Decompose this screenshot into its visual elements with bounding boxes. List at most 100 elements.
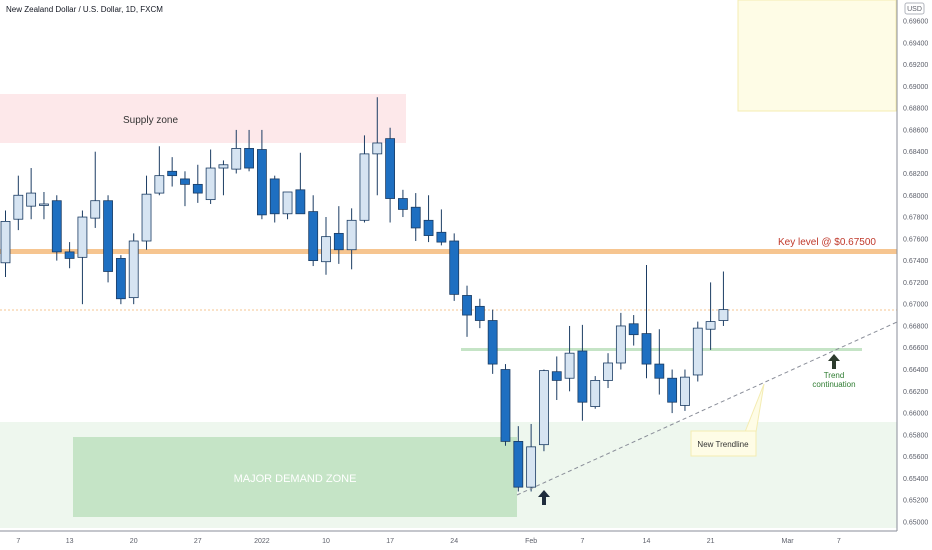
candle-body-bullish xyxy=(718,309,729,321)
price-tick-label: 0.65400 xyxy=(903,476,928,483)
new-trendline-callout xyxy=(690,430,757,457)
candle-body-bearish xyxy=(244,148,254,169)
candle-body-bullish xyxy=(218,164,229,169)
time-tick-label: Feb xyxy=(525,538,537,545)
price-tick-label: 0.66000 xyxy=(903,411,928,418)
candle-body-bullish xyxy=(13,194,24,220)
candle-body-bearish xyxy=(577,350,588,403)
candle-body-bullish xyxy=(205,167,216,201)
candle-body-bullish xyxy=(282,191,293,215)
candle-body-bearish xyxy=(180,178,190,185)
time-tick-label: 20 xyxy=(130,538,138,545)
candle-body-bearish xyxy=(654,363,665,379)
candle-body-bullish xyxy=(39,203,49,206)
candle-body-bearish xyxy=(308,211,319,262)
candle-body-bullish xyxy=(526,446,537,488)
up-arrow-icon xyxy=(538,490,550,505)
candle-body-bearish xyxy=(462,295,472,316)
candle-body-bullish xyxy=(564,352,575,379)
price-tick-label: 0.65800 xyxy=(903,432,928,439)
candle-body-bullish xyxy=(692,327,703,376)
price-tick-label: 0.67200 xyxy=(903,280,928,287)
price-tick-label: 0.69000 xyxy=(903,84,928,91)
candle-body-bearish xyxy=(192,183,203,194)
time-tick-label: 7 xyxy=(580,538,584,545)
time-tick-label: 2022 xyxy=(254,538,270,545)
candle-body-bearish xyxy=(423,219,434,236)
candle-body-bearish xyxy=(410,206,421,229)
candle-body-bearish xyxy=(398,198,408,210)
time-axis-ticks: 7 13 20 27 2022 10 17 24 Feb 7 14 21 Mar 7 xyxy=(16,538,840,545)
chart-title: New Zealand Dollar / U.S. Dollar, 1D, FX… xyxy=(6,5,163,14)
candle-body-bullish xyxy=(539,370,549,446)
candle-body-bullish xyxy=(321,236,331,263)
trend-continuation-label-line2: continuation xyxy=(812,380,855,389)
price-tick-label: 0.66400 xyxy=(903,367,928,374)
candle-body-bullish xyxy=(90,200,101,219)
candle-body-bearish xyxy=(64,251,75,259)
candle-body-bullish xyxy=(0,220,11,264)
currency-badge-label: USD xyxy=(907,6,922,13)
green-level-line xyxy=(461,348,862,351)
candle-body-bullish xyxy=(26,192,37,207)
candle-body-bullish xyxy=(680,376,690,406)
price-tick-label: 0.68000 xyxy=(903,193,928,200)
candle-body-bullish xyxy=(705,321,716,330)
candle-body-bearish xyxy=(500,369,511,442)
candles-group xyxy=(0,97,729,492)
price-tick-label: 0.67400 xyxy=(903,258,928,265)
price-tick-label: 0.68600 xyxy=(903,127,928,134)
price-tick-label: 0.65000 xyxy=(903,520,928,527)
candle-body-bearish xyxy=(641,333,652,365)
candle-body-bearish xyxy=(269,178,280,215)
major-demand-zone-label: MAJOR DEMAND ZONE xyxy=(234,473,357,485)
time-tick-label: 27 xyxy=(194,538,202,545)
key-level-line xyxy=(0,249,897,254)
supply-zone-area xyxy=(0,94,406,143)
candle-body-bullish xyxy=(128,240,139,299)
time-tick-label: 10 xyxy=(322,538,330,545)
candle-body-bearish xyxy=(628,323,639,336)
candle-body-bullish xyxy=(372,142,383,155)
note-box xyxy=(737,0,897,112)
price-tick-label: 0.68400 xyxy=(903,149,928,156)
price-tick-label: 0.65200 xyxy=(903,498,928,505)
price-tick-label: 0.68800 xyxy=(903,106,928,113)
time-tick-label: 21 xyxy=(707,538,715,545)
candle-body-bullish xyxy=(590,380,601,407)
candle-body-bearish xyxy=(667,377,678,403)
price-tick-label: 0.69400 xyxy=(903,40,928,47)
candle-body-bearish xyxy=(295,189,306,215)
trend-continuation-arrow-icon xyxy=(828,354,840,369)
candle-body-bearish xyxy=(551,371,562,381)
candle-body-bullish xyxy=(359,153,370,221)
candle-body-bearish xyxy=(436,231,447,243)
candle-body-bearish xyxy=(449,240,460,295)
price-axis-ticks: 0.69600 0.69400 0.69200 0.69000 0.68800 0.686… xyxy=(903,19,928,527)
price-tick-label: 0.66200 xyxy=(903,389,928,396)
candle-body-bullish xyxy=(231,148,242,170)
supply-zone-label: Supply zone xyxy=(123,115,178,126)
candle-body-bullish xyxy=(615,325,626,364)
candle-body-bearish xyxy=(513,441,524,488)
candle-body-bearish xyxy=(333,232,344,251)
currency-badge xyxy=(904,2,925,15)
candle-body-bullish xyxy=(346,219,357,251)
price-tick-label: 0.66600 xyxy=(903,345,928,352)
candle-body-bullish xyxy=(141,193,152,242)
time-tick-label: 13 xyxy=(66,538,74,545)
price-tick-label: 0.69200 xyxy=(903,62,928,69)
price-tick-label: 0.65600 xyxy=(903,454,928,461)
candle-body-bullish xyxy=(77,216,88,258)
key-level-label: Key level @ $0.67500 xyxy=(778,237,876,248)
price-axis xyxy=(897,0,932,550)
time-tick-label: Mar xyxy=(781,538,794,545)
time-tick-label: 7 xyxy=(16,538,20,545)
candle-body-bearish xyxy=(103,200,113,272)
price-tick-label: 0.69600 xyxy=(903,19,928,26)
price-tick-label: 0.67000 xyxy=(903,302,928,309)
candle-body-bearish xyxy=(385,138,396,199)
time-tick-label: 7 xyxy=(837,538,841,545)
candle-body-bearish xyxy=(474,305,485,321)
price-tick-label: 0.67800 xyxy=(903,215,928,222)
